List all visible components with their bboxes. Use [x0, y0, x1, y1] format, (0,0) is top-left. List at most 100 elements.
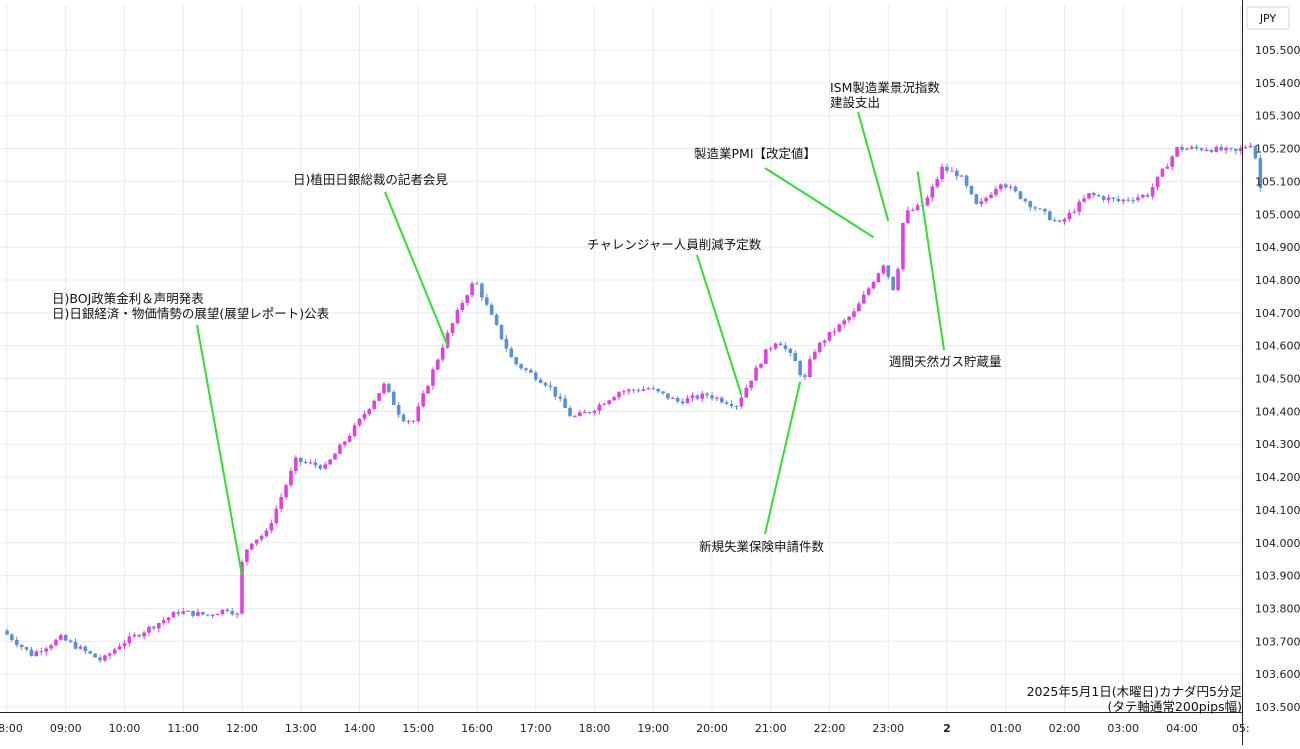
y-tick-label: 105.500 — [1255, 44, 1300, 57]
candle-body — [827, 332, 832, 341]
candle-body — [817, 342, 822, 352]
candle-body — [504, 338, 509, 349]
candle-body — [529, 369, 533, 373]
y-tick-label: 105.000 — [1255, 208, 1300, 221]
candle-body — [1038, 208, 1042, 210]
candle-body — [308, 462, 313, 464]
candle-body — [294, 457, 298, 471]
candle-body — [749, 380, 753, 388]
chart-caption-line1: 2025年5月1日(木曜日)カナダ円5分足 — [1026, 684, 1242, 699]
candle-body — [661, 391, 665, 394]
x-tick-label: 05: — [1232, 722, 1250, 735]
candle-body — [1062, 219, 1067, 222]
candle-body — [480, 283, 484, 298]
candle-body — [156, 623, 161, 629]
candle-body — [1234, 148, 1238, 151]
annotation-label: 製造業PMI【改定値】 — [694, 146, 816, 161]
y-tick-label: 104.100 — [1255, 504, 1300, 517]
candle-body — [264, 530, 269, 536]
candle-body — [1067, 212, 1072, 220]
candle-body — [421, 393, 425, 407]
candle-body — [524, 368, 528, 370]
candle-body — [19, 644, 24, 648]
candle-body — [484, 297, 489, 305]
candle-body — [328, 459, 332, 465]
candle-body — [582, 412, 587, 414]
candle-body — [1087, 193, 1091, 199]
x-tick-label: 02:00 — [1049, 722, 1081, 735]
candle-body — [1018, 191, 1023, 199]
candle-body — [201, 611, 205, 615]
candle-body — [1248, 145, 1253, 148]
y-tick-label: 103.800 — [1255, 602, 1300, 615]
candle-body — [465, 295, 470, 303]
candle-body — [245, 549, 249, 562]
candle-body — [788, 348, 793, 354]
currency-badge[interactable] — [1246, 6, 1290, 30]
candle-body — [5, 630, 9, 635]
candle-body — [1048, 211, 1052, 221]
chart-caption-line2: (タテ軸通常200pips幅) — [1107, 699, 1242, 714]
candle-body — [343, 441, 347, 445]
candle-body — [1185, 148, 1189, 150]
candle-body — [1229, 147, 1233, 149]
candle-body — [514, 357, 518, 365]
y-tick-label: 104.400 — [1255, 405, 1300, 418]
y-tick-label: 104.900 — [1255, 241, 1300, 254]
x-tick-label: 19:00 — [637, 722, 669, 735]
y-tick-label: 105.300 — [1255, 110, 1300, 123]
candle-body — [475, 283, 479, 285]
y-tick-label: 104.800 — [1255, 274, 1300, 287]
candle-body — [935, 179, 940, 187]
y-tick-label: 103.600 — [1255, 668, 1300, 681]
candle-body — [44, 648, 48, 652]
candle-body — [1023, 198, 1028, 202]
candle-body — [739, 397, 744, 407]
candle-body — [641, 389, 646, 391]
candle-body — [249, 543, 254, 550]
annotation-label: 日)日銀経済・物価情勢の展望(展望レポート)公表 — [52, 306, 330, 321]
candle-body — [117, 646, 122, 650]
candle-body — [587, 412, 592, 414]
y-tick-label: 104.600 — [1255, 340, 1300, 353]
candle-body — [147, 626, 151, 633]
candle-body — [871, 282, 876, 289]
candle-body — [1155, 176, 1160, 188]
candle-body — [494, 314, 499, 325]
candle-body — [161, 620, 166, 624]
candle-body — [445, 332, 450, 348]
annotation-label: チャレンジャー人員削減予定数 — [587, 237, 762, 252]
y-tick-label: 104.500 — [1255, 373, 1300, 386]
candle-body — [671, 397, 675, 399]
candle-body — [14, 640, 19, 645]
candle-body — [1121, 199, 1126, 202]
annotation-label: 週間天然ガス貯蔵量 — [889, 354, 1002, 369]
candle-body — [626, 389, 631, 392]
candle-body — [196, 611, 200, 616]
candle-body — [950, 170, 954, 172]
candle-body — [406, 420, 411, 422]
candle-body — [925, 197, 930, 206]
candle-body — [578, 412, 582, 417]
candle-body — [460, 302, 465, 311]
candle-body — [984, 197, 988, 202]
candle-body — [1165, 166, 1170, 169]
candle-body — [901, 222, 905, 270]
candle-body — [1008, 186, 1013, 188]
annotation-line — [384, 191, 449, 347]
annotation-line — [696, 254, 743, 396]
candle-body — [813, 351, 817, 360]
candle-body — [592, 410, 597, 413]
candle-body — [10, 634, 14, 641]
candle-body — [1082, 198, 1086, 202]
candle-body — [783, 345, 788, 349]
candle-body — [24, 647, 29, 650]
candle-body — [764, 349, 768, 364]
annotation-line — [764, 167, 875, 239]
candle-body — [719, 397, 724, 403]
candle-body — [847, 316, 851, 321]
candle-body — [832, 331, 837, 333]
candle-body — [1101, 196, 1106, 200]
candle-body — [631, 389, 636, 391]
